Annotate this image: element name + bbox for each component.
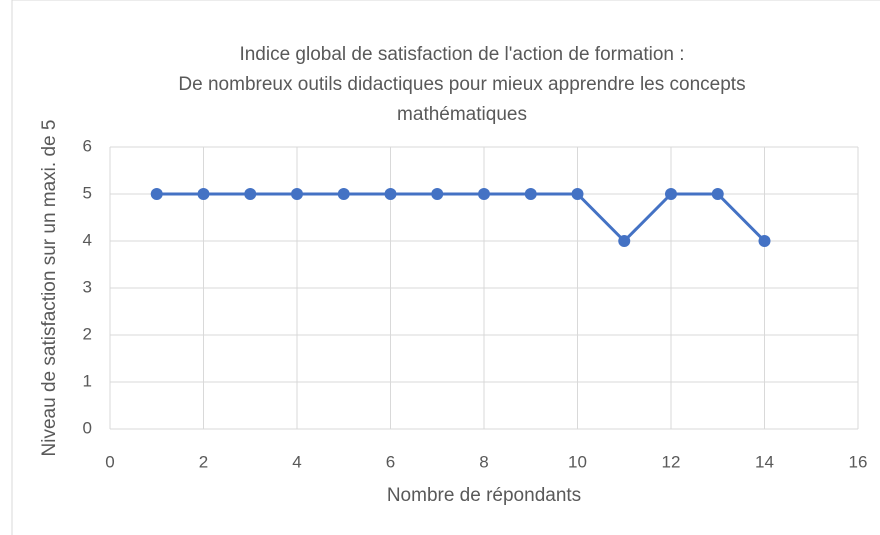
point: [337, 188, 350, 200]
x-tick-label: 2: [199, 452, 208, 471]
x-tick-label: 10: [568, 452, 587, 471]
y-tick-label: 3: [83, 277, 92, 296]
point: [571, 188, 584, 200]
x-tick-label: 4: [292, 452, 301, 471]
chart-title: mathématiques: [397, 104, 527, 125]
chart-title: Indice global de satisfaction de l'actio…: [239, 44, 684, 65]
x-axis-label: Nombre de répondants: [387, 485, 581, 506]
point: [244, 188, 257, 200]
point: [384, 188, 397, 200]
point: [478, 188, 490, 200]
y-tick-label: 6: [83, 136, 92, 155]
chart-title: De nombreux outils didactiques pour mieu…: [178, 74, 745, 95]
point: [665, 188, 677, 200]
x-tick-label: 16: [849, 452, 868, 471]
x-tick-label: 0: [105, 452, 114, 471]
y-tick-label: 2: [83, 324, 92, 343]
y-tick-label: 1: [83, 371, 92, 390]
y-axis-label: Niveau de satisfaction sur un maxi. de 5: [39, 120, 60, 457]
point: [711, 188, 724, 200]
series-line: [156, 192, 766, 244]
y-tick-label: 0: [83, 418, 92, 437]
point: [524, 188, 537, 200]
point: [197, 188, 210, 200]
x-tick-label: 6: [386, 452, 395, 471]
x-tick-label: 8: [479, 452, 488, 471]
x-tick-label: 14: [755, 452, 774, 471]
point: [431, 188, 444, 200]
chart-frame: [11, 0, 880, 535]
x-tick-label: 12: [662, 452, 681, 471]
point: [758, 235, 771, 247]
point: [150, 188, 163, 200]
point: [291, 188, 303, 200]
y-tick-label: 5: [83, 183, 92, 202]
y-tick-label: 4: [83, 230, 92, 249]
point: [618, 235, 631, 247]
